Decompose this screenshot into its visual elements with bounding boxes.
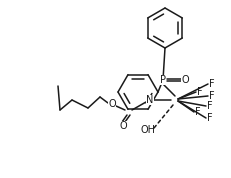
Text: P: P <box>160 75 166 85</box>
Text: O: O <box>181 75 189 85</box>
Text: OH: OH <box>140 125 155 135</box>
Text: O: O <box>108 99 116 109</box>
Text: F: F <box>207 113 213 123</box>
Text: O: O <box>119 121 127 131</box>
Text: F: F <box>209 91 215 101</box>
Text: F: F <box>207 101 213 111</box>
Text: N: N <box>146 95 154 105</box>
Text: F: F <box>197 87 203 97</box>
Text: F: F <box>195 107 201 117</box>
Text: F: F <box>209 79 215 89</box>
